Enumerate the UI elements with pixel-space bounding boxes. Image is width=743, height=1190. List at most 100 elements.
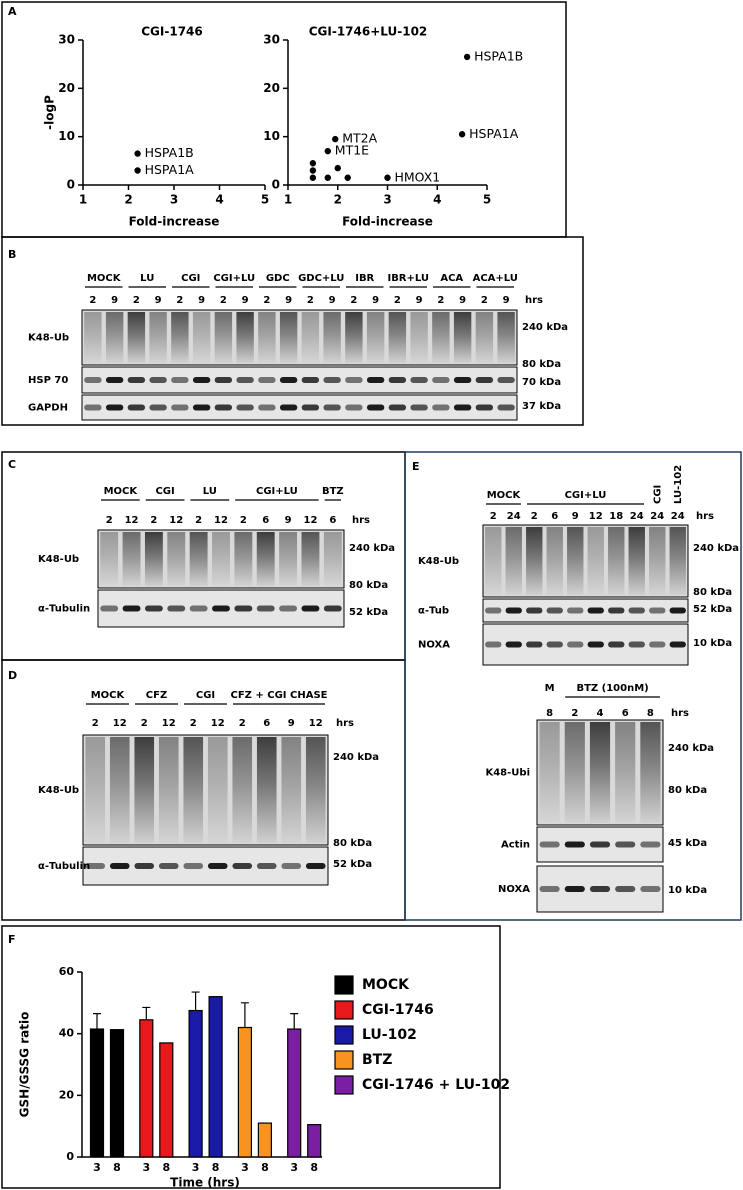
band [256, 605, 275, 612]
size-marker: 240 kDa [693, 543, 739, 554]
band [628, 607, 645, 614]
band [149, 377, 167, 383]
time-label: 6 [551, 511, 558, 522]
band [323, 377, 341, 383]
band-smear [628, 527, 645, 595]
time-label: 2 [89, 295, 96, 306]
band-smear [301, 312, 320, 363]
band [345, 404, 363, 411]
chart-title: CGI-1746+LU-102 [309, 25, 428, 39]
x-tick-label: 4 [215, 193, 223, 207]
band-smear [127, 312, 146, 363]
band-smear [485, 527, 502, 595]
band [192, 404, 211, 411]
size-marker: 240 kDa [333, 752, 379, 763]
band [258, 404, 276, 411]
lane-group-label: GDC [266, 273, 290, 284]
band [526, 641, 543, 648]
bar [89, 1028, 105, 1158]
size-marker: 45 kDa [668, 838, 707, 849]
band [323, 605, 342, 612]
size-marker: 37 kDa [522, 401, 561, 412]
size-marker: 52 kDa [349, 607, 388, 618]
band [546, 607, 563, 614]
band-smear [345, 312, 363, 363]
band [122, 605, 141, 612]
x-tick-label: 3 [383, 193, 391, 207]
x-tick-label: 3 [142, 1161, 150, 1174]
band-smear [388, 312, 407, 363]
size-marker: 80 kDa [693, 587, 732, 598]
x-axis-label: Fold-increase [129, 215, 220, 229]
row-label: K48-Ub [38, 785, 79, 796]
row-label: HSP 70 [28, 375, 68, 386]
error-bar [290, 1013, 299, 1030]
time-label: 9 [111, 295, 118, 306]
band-smear [305, 737, 326, 843]
time-label: 2 [176, 295, 183, 306]
row-label: α-Tub [418, 606, 449, 617]
band-smear [144, 532, 163, 586]
time-label: 9 [285, 295, 292, 306]
bar [237, 1026, 252, 1158]
time-label: 12 [214, 515, 228, 526]
band-smear [171, 312, 189, 363]
y-tick-label: 0 [272, 178, 280, 192]
band [526, 607, 543, 614]
size-marker: 10 kDa [668, 885, 707, 896]
band-smear [256, 532, 275, 586]
time-label: 12 [125, 515, 139, 526]
band [567, 641, 584, 648]
point-label: HSPA1A [469, 126, 519, 141]
y-tick-label: 0 [67, 178, 75, 192]
band-smear [258, 312, 276, 363]
band-smear [410, 312, 428, 363]
time-label: 9 [572, 511, 579, 522]
panel-label: A [8, 5, 17, 18]
size-marker: 240 kDa [668, 743, 714, 754]
band [432, 377, 450, 383]
size-marker: 240 kDa [522, 322, 568, 333]
bar [257, 1122, 272, 1158]
band-smear [236, 312, 254, 363]
band [171, 404, 189, 411]
row-label: NOXA [418, 640, 450, 651]
band-smear [122, 532, 141, 586]
band [410, 377, 428, 383]
lane-group-label: MOCK [91, 690, 126, 701]
y-tick-label: 10 [58, 129, 75, 143]
time-label: 12 [309, 718, 323, 729]
band [567, 607, 584, 614]
row-label: α-Tubulin [38, 861, 90, 872]
lane-group-label: M [545, 683, 555, 694]
band [564, 841, 585, 848]
lane-group-label: CGI+LU [565, 490, 607, 501]
time-label: 2 [150, 515, 157, 526]
time-label: 2 [220, 295, 227, 306]
band-smear [109, 737, 130, 843]
x-tick-label: 5 [483, 193, 491, 207]
time-label: 9 [459, 295, 466, 306]
x-tick-label: 8 [310, 1161, 318, 1174]
point [332, 135, 339, 143]
band-smear [589, 722, 611, 823]
band [171, 377, 189, 383]
band-smear [183, 737, 204, 843]
band [649, 607, 666, 614]
band-smear [256, 737, 277, 843]
band [628, 641, 645, 648]
point-label: HSPA1A [145, 162, 195, 177]
band-smear [640, 722, 661, 823]
band [475, 404, 494, 411]
size-marker: 70 kDa [522, 377, 561, 388]
point-label: MT2A [342, 131, 377, 146]
band [301, 377, 320, 383]
band [279, 377, 298, 383]
point [309, 174, 317, 181]
y-tick-label: 40 [59, 1027, 75, 1040]
point [324, 147, 331, 155]
time-label: 24 [650, 511, 664, 522]
panel-label: F [8, 933, 16, 946]
band [85, 863, 106, 869]
time-unit: hrs [336, 718, 354, 729]
